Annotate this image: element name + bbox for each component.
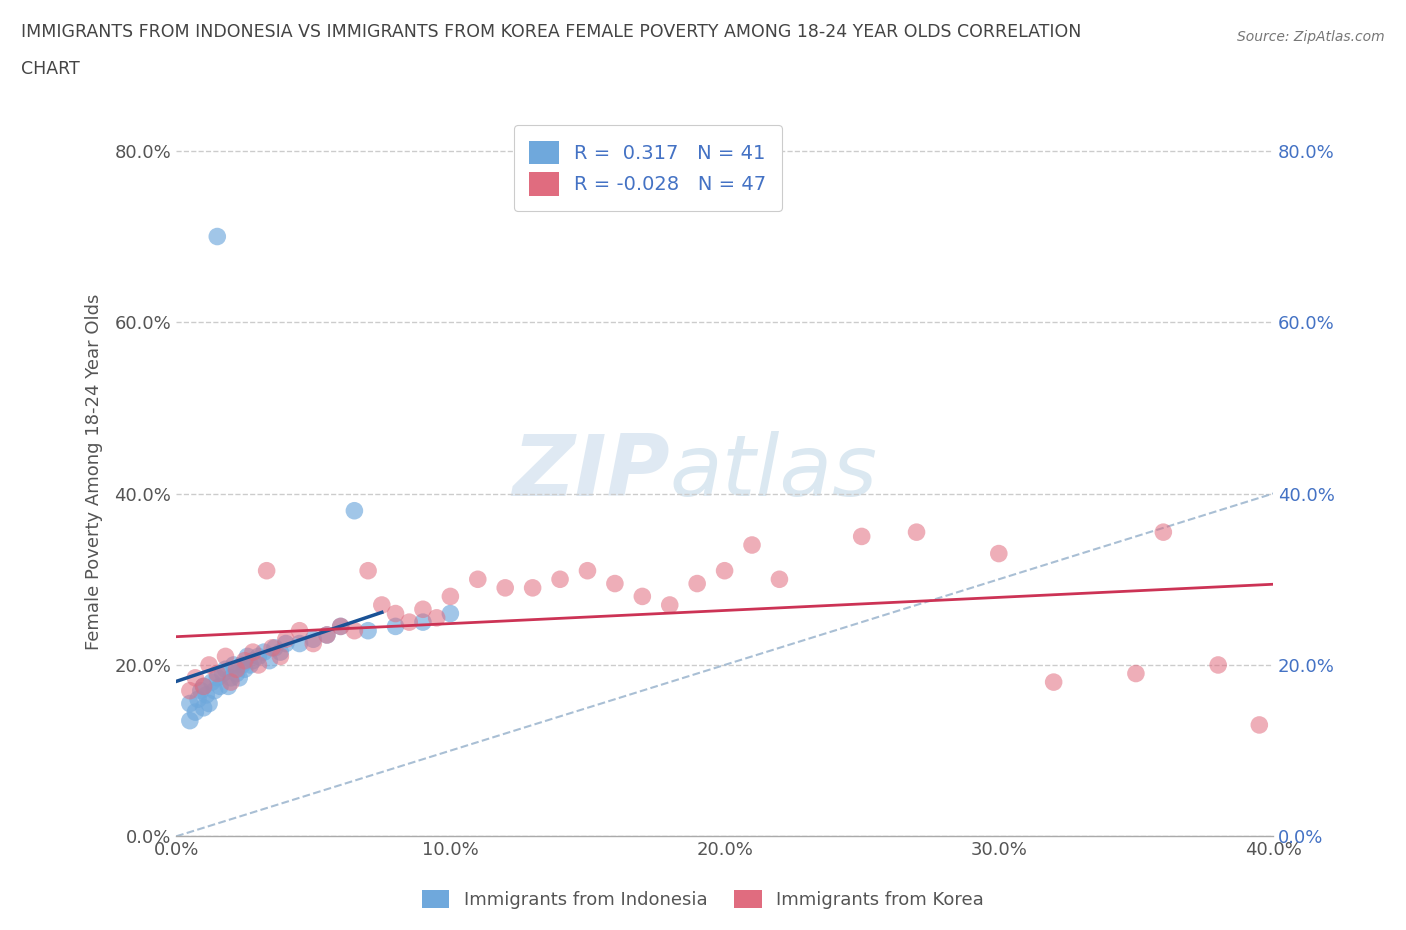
Text: CHART: CHART (21, 60, 80, 78)
Point (522, 580, 544, 595)
Text: IMMIGRANTS FROM INDONESIA VS IMMIGRANTS FROM KOREA FEMALE POVERTY AMONG 18-24 YE: IMMIGRANTS FROM INDONESIA VS IMMIGRANTS … (21, 23, 1081, 41)
Point (193, 679, 215, 694)
Point (467, 572, 489, 587)
Point (768, 572, 790, 587)
Point (288, 636, 311, 651)
Point (193, 679, 215, 694)
Point (426, 610, 449, 625)
Point (1249, 718, 1271, 733)
Point (219, 671, 242, 685)
Point (247, 649, 270, 664)
Legend: R =  0.317   N = 41, R = -0.028   N = 47: R = 0.317 N = 41, R = -0.028 N = 47 (513, 125, 782, 211)
Point (329, 619, 352, 634)
Point (179, 713, 201, 728)
Point (222, 658, 245, 672)
Point (412, 615, 434, 630)
Point (207, 671, 229, 685)
Point (239, 658, 262, 672)
Point (302, 636, 325, 651)
Point (603, 576, 626, 591)
Point (184, 705, 207, 720)
Point (207, 229, 229, 244)
Point (217, 679, 239, 694)
Point (207, 666, 229, 681)
Point (384, 619, 406, 634)
Point (371, 598, 394, 613)
Point (187, 692, 209, 707)
Point (1042, 674, 1064, 689)
Point (242, 653, 264, 668)
Point (195, 687, 218, 702)
Point (494, 580, 516, 595)
Text: atlas: atlas (669, 431, 877, 513)
Point (228, 671, 250, 685)
Point (242, 644, 264, 659)
Point (269, 644, 291, 659)
Point (316, 628, 339, 643)
Point (233, 653, 256, 668)
Point (236, 649, 259, 664)
Point (548, 572, 571, 587)
Point (233, 662, 256, 677)
Point (190, 684, 212, 698)
Point (201, 674, 224, 689)
Point (211, 666, 233, 681)
Point (316, 628, 339, 643)
Point (343, 623, 366, 638)
Point (247, 658, 270, 672)
Point (329, 619, 352, 634)
Point (439, 606, 461, 621)
Point (208, 679, 231, 694)
Point (262, 641, 284, 656)
Point (713, 564, 735, 578)
Point (259, 653, 281, 668)
Point (1125, 666, 1147, 681)
Point (357, 623, 380, 638)
Point (905, 525, 928, 539)
Text: Source: ZipAtlas.com: Source: ZipAtlas.com (1237, 30, 1385, 44)
Point (658, 598, 681, 613)
Point (987, 546, 1010, 561)
Point (225, 666, 247, 681)
Point (439, 589, 461, 604)
Point (214, 649, 236, 664)
Point (225, 662, 247, 677)
Point (1206, 658, 1229, 672)
Point (274, 636, 297, 651)
Point (179, 684, 201, 698)
Point (179, 696, 201, 711)
Point (263, 641, 285, 656)
Point (231, 658, 253, 672)
Point (741, 538, 763, 552)
Point (198, 658, 221, 672)
Point (214, 662, 236, 677)
Point (398, 615, 420, 630)
Point (576, 564, 599, 578)
Point (253, 644, 276, 659)
Point (198, 696, 221, 711)
Point (631, 589, 654, 604)
Point (274, 631, 297, 646)
Point (343, 503, 366, 518)
Point (193, 700, 215, 715)
Point (204, 684, 226, 698)
Point (384, 606, 406, 621)
Point (851, 529, 873, 544)
Point (1152, 525, 1174, 539)
Point (256, 564, 278, 578)
Legend: Immigrants from Indonesia, Immigrants from Korea: Immigrants from Indonesia, Immigrants fr… (415, 883, 991, 916)
Point (184, 671, 207, 685)
Point (288, 623, 311, 638)
Point (269, 649, 291, 664)
Y-axis label: Female Poverty Among 18-24 Year Olds: Female Poverty Among 18-24 Year Olds (86, 294, 103, 650)
Point (302, 631, 325, 646)
Point (357, 564, 380, 578)
Point (412, 602, 434, 617)
Point (219, 674, 242, 689)
Text: ZIP: ZIP (512, 431, 669, 513)
Point (686, 576, 709, 591)
